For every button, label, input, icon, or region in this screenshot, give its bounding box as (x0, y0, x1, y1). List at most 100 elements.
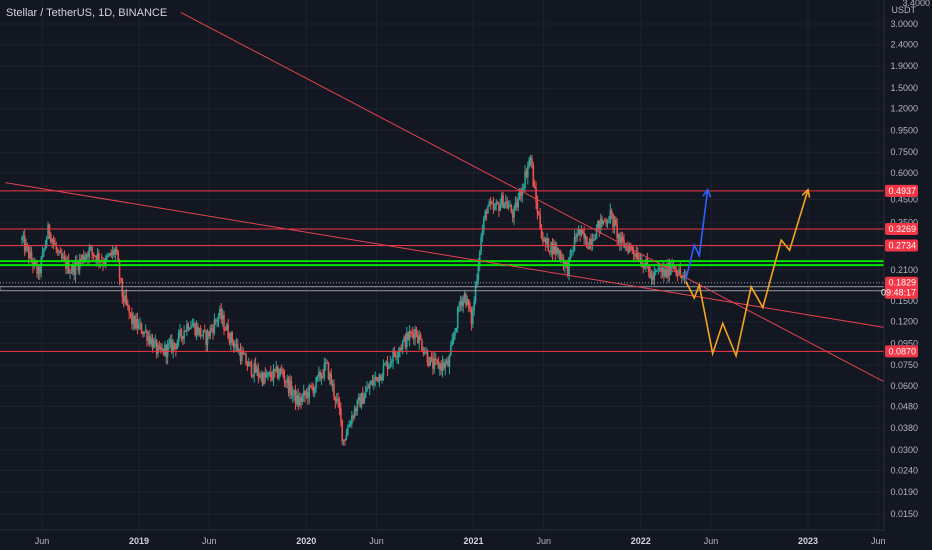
candle-body (620, 236, 623, 243)
candle-body (205, 331, 207, 345)
candle-body (590, 238, 592, 245)
candle-body (337, 398, 339, 401)
projection-paths[interactable] (685, 188, 811, 359)
candle-body (573, 236, 576, 251)
candle-body (616, 224, 618, 239)
candle-body (353, 408, 356, 418)
candle-body (287, 378, 290, 393)
horizontal-levels[interactable] (0, 190, 885, 352)
candle-body (392, 350, 394, 362)
candle-body (302, 391, 305, 397)
candle-body (191, 325, 194, 327)
candle-body (401, 341, 404, 350)
candle-body (388, 364, 390, 370)
projection-path[interactable] (685, 189, 709, 280)
price-tick-label: 2.4000 (890, 40, 918, 50)
candle-body (587, 247, 590, 249)
candle-body (136, 318, 139, 329)
candle-body (621, 236, 624, 241)
time-axis[interactable]: Jun 2019 Jun 2020 Jun 2021 Jun 2022 Jun 2023 Jun (35, 536, 886, 546)
candle-body (429, 356, 432, 366)
candle-body (246, 364, 249, 367)
price-badge (885, 239, 918, 252)
candle-body (51, 239, 53, 242)
candle-body (601, 218, 603, 224)
candle-body (434, 358, 437, 360)
candle-body (58, 251, 60, 253)
candle-body (613, 219, 616, 228)
candle-body (491, 203, 493, 205)
candle-body (488, 201, 491, 207)
candle-body (456, 307, 459, 328)
candle-body (367, 387, 370, 389)
candle-body (643, 265, 646, 269)
candle-body (606, 222, 609, 224)
candle-body (151, 338, 154, 349)
candle-body (461, 300, 463, 306)
candle-body (49, 234, 52, 242)
candle-body (36, 263, 38, 274)
candle-body (268, 372, 271, 374)
candle-body (344, 439, 346, 441)
candle-body (381, 377, 383, 381)
candle-body (359, 397, 361, 408)
candle-body (29, 252, 31, 259)
candle-body (617, 233, 620, 239)
candle-body (357, 397, 360, 401)
candle-body (557, 247, 559, 255)
candle-body (267, 372, 269, 376)
candle-body (184, 331, 187, 333)
candle-body (170, 339, 173, 352)
candle-body (506, 201, 508, 209)
candle-body (95, 255, 97, 261)
candle-body (542, 238, 544, 242)
projection-arrowhead (702, 188, 712, 198)
trendlines[interactable] (5, 11, 884, 382)
candle-body (599, 218, 602, 230)
candle-body (106, 256, 108, 258)
projection-path[interactable] (685, 189, 809, 359)
candle-body (220, 308, 223, 320)
time-tick-label: 2022 (631, 536, 651, 546)
price-tick-label: 1.2000 (890, 104, 918, 114)
candle-body (678, 269, 680, 276)
trendline[interactable] (180, 11, 884, 382)
candle-body (548, 251, 551, 253)
candle-body (375, 376, 378, 378)
candle-body (366, 387, 368, 392)
candle-body (594, 238, 596, 241)
candle-body (598, 220, 601, 230)
candle-body (283, 376, 286, 382)
candle-body (370, 380, 372, 385)
candle-body (426, 350, 429, 363)
candle-body (348, 425, 350, 428)
candle-body (496, 202, 499, 204)
candle-body (103, 263, 106, 265)
price-tick-label: 0.0950 (890, 338, 918, 348)
candle-body (254, 363, 257, 373)
candle-body (261, 373, 264, 385)
candle-body (30, 252, 33, 261)
candle-body (576, 233, 579, 238)
candle-body (155, 340, 158, 354)
candle-body (45, 239, 48, 246)
candle-body (645, 259, 647, 266)
candle-body (217, 315, 220, 321)
candle-body (553, 243, 555, 255)
candle-body (227, 324, 229, 339)
candle-body (544, 238, 547, 244)
candle-body (505, 201, 507, 203)
candle-body (148, 335, 151, 344)
trendline[interactable] (5, 182, 884, 328)
time-tick-label: Jun (35, 536, 50, 546)
candle-body (118, 261, 121, 279)
price-axis[interactable]: 3.4000 USDT 3.0000 2.4000 1.9000 1.5000 1.20… (890, 0, 930, 519)
candle-body (195, 326, 198, 336)
candle-body (137, 324, 140, 329)
candle-body (584, 236, 587, 239)
candle-body (472, 309, 474, 325)
price-tick-label: 0.3500 (890, 218, 918, 228)
candle-body (139, 323, 141, 325)
price-tick-label: 0.2100 (890, 265, 918, 275)
